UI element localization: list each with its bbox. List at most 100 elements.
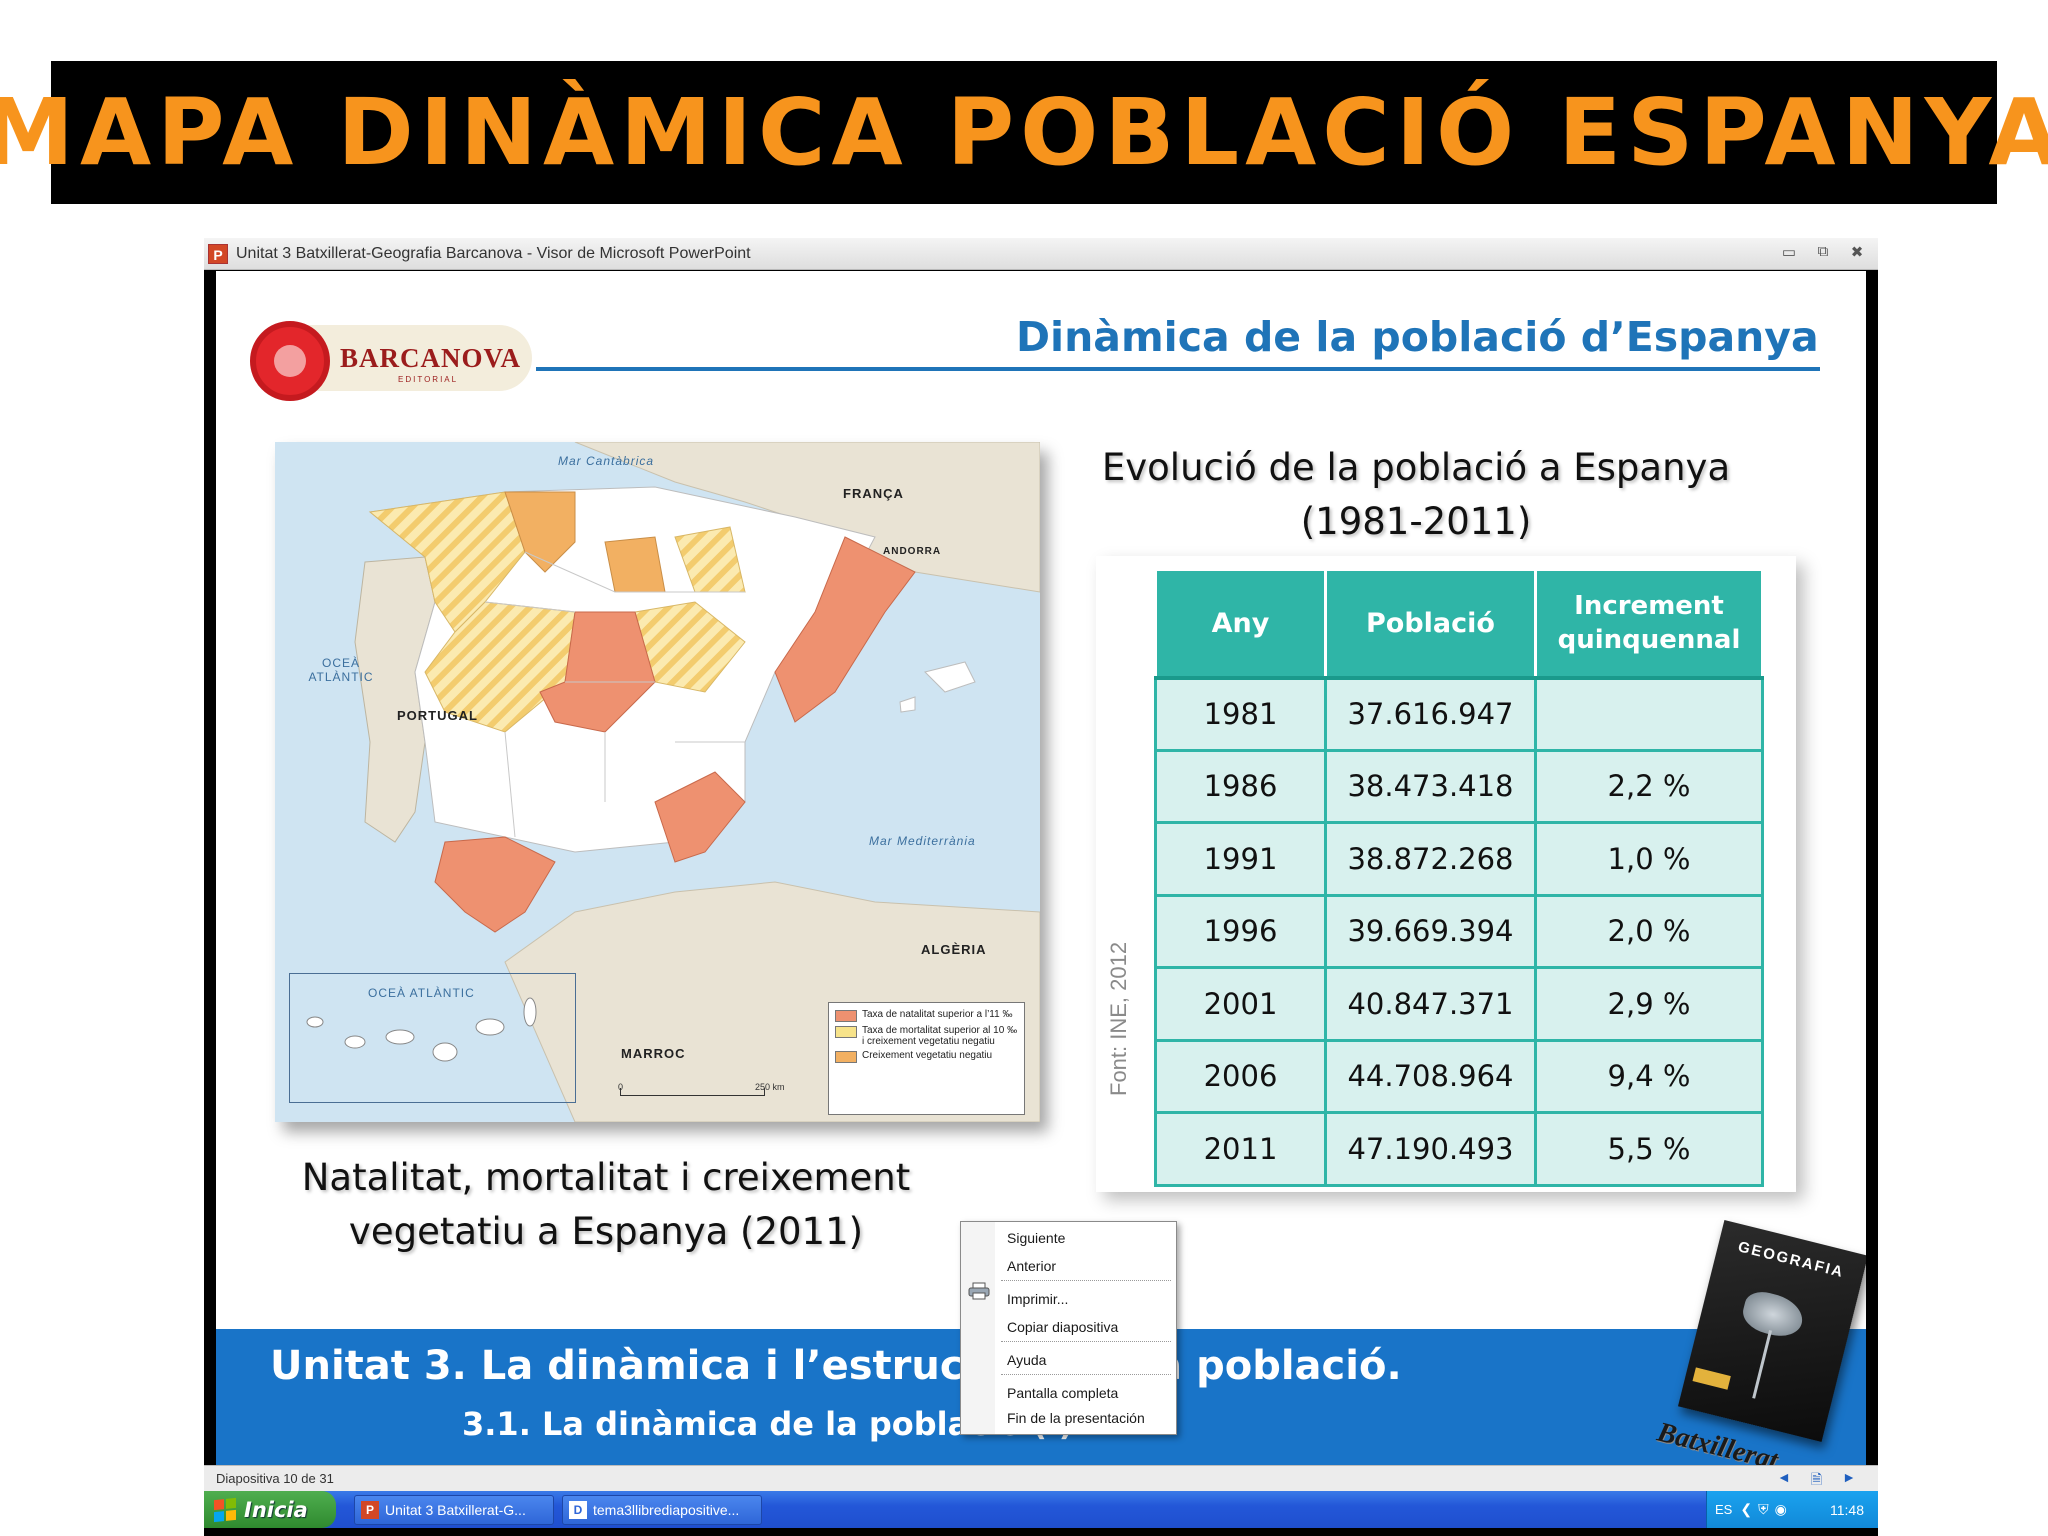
country-label-algeria: ALGÈRIA (921, 942, 987, 957)
country-label-france: FRANÇA (843, 486, 904, 501)
cell-year: 2006 (1154, 1038, 1327, 1114)
menu-item-next[interactable]: Siguiente (1007, 1230, 1066, 1246)
taskbar-item-document[interactable]: D tema3llibrediapositive... (562, 1495, 762, 1525)
start-label: Inicia (244, 1497, 308, 1522)
cell-year: 2011 (1154, 1111, 1327, 1187)
population-table-panel: Font: INE, 2012 Any Població Increment q… (1096, 556, 1796, 1192)
cell-year: 1981 (1154, 676, 1327, 752)
slide-canvas[interactable]: BARCANOVA EDITORIAL Dinàmica de la pobla… (216, 271, 1866, 1465)
barcanova-logo: BARCANOVA EDITORIAL (250, 313, 532, 409)
cell-population: 38.872.268 (1324, 821, 1537, 897)
powerpoint-app-icon: P (208, 243, 228, 264)
table-row: 2006 44.708.964 9,4 % (1154, 1038, 1764, 1114)
next-icon[interactable]: ► (1842, 1469, 1856, 1485)
slide-context-menu: Siguiente Anterior Imprimir... Copiar di… (960, 1221, 1177, 1435)
table-row: 2011 47.190.493 5,5 % (1154, 1111, 1764, 1187)
viewer-status-bar: Diapositiva 10 de 31 ◄ 🗎 ► (204, 1465, 1878, 1491)
map-graphic (306, 442, 1040, 1122)
map-scale-bar (620, 1088, 765, 1096)
taskbar-item-label: Unitat 3 Batxillerat-G... (385, 1502, 526, 1518)
system-tray: ES ❮ ⛨ ◉ 11:48 (1706, 1491, 1878, 1528)
scale-end-label: 250 km (755, 1082, 785, 1092)
country-label-andorra: ANDORRA (883, 546, 942, 557)
canary-islands-inset: OCEÀ ATLÀNTIC (289, 973, 576, 1103)
language-indicator[interactable]: ES (1715, 1502, 1733, 1517)
title-divider (536, 367, 1820, 371)
notes-icon[interactable]: 🗎 (1810, 1471, 1823, 1487)
menu-item-help[interactable]: Ayuda (1007, 1352, 1047, 1368)
table-row: 1981 37.616.947 (1154, 676, 1764, 752)
cell-increment: 9,4 % (1534, 1038, 1764, 1114)
cell-population: 39.669.394 (1324, 893, 1537, 969)
book-illustration-icon (1739, 1287, 1807, 1342)
country-label-portugal: PORTUGAL (397, 708, 478, 723)
start-button[interactable]: Inicia (204, 1491, 336, 1528)
table-header-year: Any (1154, 568, 1327, 680)
menu-item-end-show[interactable]: Fin de la presentación (1007, 1410, 1145, 1426)
window-titlebar[interactable]: P Unitat 3 Batxillerat-Geografia Barcano… (204, 238, 1878, 270)
slide-title: Dinàmica de la població d’Espanya (1016, 313, 1819, 361)
table-row: 1986 38.473.418 2,2 % (1154, 748, 1764, 824)
legend-label: Taxa de mortalitat superior al 10 ‰ i cr… (862, 1025, 1018, 1047)
legend-swatch-negative-growth (835, 1051, 857, 1063)
legend-item: Taxa de mortalitat superior al 10 ‰ i cr… (835, 1025, 1018, 1047)
powerpoint-viewer-window: P Unitat 3 Batxillerat-Geografia Barcano… (204, 238, 1878, 1536)
logo-text: BARCANOVA (340, 343, 522, 373)
restore-icon[interactable]: ⧉ (1817, 243, 1829, 260)
previous-icon[interactable]: ◄ (1777, 1469, 1791, 1485)
cell-population: 44.708.964 (1324, 1038, 1537, 1114)
table-source-note: Font: INE, 2012 (1106, 941, 1131, 1096)
table-caption-line2: (1981-2011) (1300, 500, 1532, 543)
legend-label: Taxa de natalitat superior a l’11 ‰ (862, 1009, 1013, 1020)
cell-year: 1991 (1154, 821, 1327, 897)
sea-label-cantabrian: Mar Cantàbrica (558, 454, 655, 468)
powerpoint-icon: P (361, 1501, 379, 1519)
cell-population: 37.616.947 (1324, 676, 1537, 752)
legend-swatch-natality (835, 1010, 857, 1022)
cell-increment: 2,0 % (1534, 893, 1764, 969)
legend-item: Creixement vegetatiu negatiu (835, 1050, 1018, 1063)
cell-increment: 1,0 % (1534, 821, 1764, 897)
cell-population: 38.473.418 (1324, 748, 1537, 824)
window-title: Unitat 3 Batxillerat-Geografia Barcanova… (236, 244, 751, 262)
table-caption-line1: Evolució de la població a Espanya (1101, 446, 1731, 489)
table-row: 1991 38.872.268 1,0 % (1154, 821, 1764, 897)
minimize-icon[interactable]: ▭ (1781, 244, 1797, 261)
cell-increment: 2,9 % (1534, 966, 1764, 1042)
document-icon: D (569, 1501, 587, 1519)
table-row: 2001 40.847.371 2,9 % (1154, 966, 1764, 1042)
unit-title: Unitat 3. La dinàmica i l’estructura de … (270, 1343, 1402, 1389)
menu-separator (1001, 1280, 1171, 1281)
back-arrow-tray-icon[interactable]: ❮ (1740, 1501, 1753, 1517)
map-legend: Taxa de natalitat superior a l’11 ‰ Taxa… (828, 1002, 1025, 1115)
windows-logo-icon (214, 1497, 236, 1522)
sea-label-mediterranean: Mar Mediterrània (869, 834, 976, 848)
close-icon[interactable]: ✖ (1850, 244, 1864, 261)
cell-population: 47.190.493 (1324, 1111, 1537, 1187)
table-header-increment: Increment quinquennal (1534, 568, 1764, 680)
taskbar-clock[interactable]: 11:48 (1830, 1501, 1864, 1518)
slide-counter: Diapositiva 10 de 31 (216, 1471, 334, 1486)
menu-item-fullscreen[interactable]: Pantalla completa (1007, 1385, 1119, 1401)
printer-icon (968, 1282, 990, 1300)
cell-increment: 5,5 % (1534, 1111, 1764, 1187)
cell-year: 2001 (1154, 966, 1327, 1042)
menu-item-copy-slide[interactable]: Copiar diapositiva (1007, 1319, 1119, 1335)
cell-increment (1534, 676, 1764, 752)
taskbar-item-label: tema3llibrediapositive... (593, 1502, 740, 1518)
legend-swatch-mortality (835, 1026, 857, 1038)
network-tray-icon[interactable]: ◉ (1774, 1501, 1787, 1517)
table-header-population: Població (1324, 568, 1537, 680)
population-table: Any Població Increment quinquennal 1981 3… (1154, 568, 1764, 1187)
taskbar-item-powerpoint[interactable]: P Unitat 3 Batxillerat-G... (354, 1495, 554, 1525)
table-row: 1996 39.669.394 2,0 % (1154, 893, 1764, 969)
top-banner: MAPA DINÀMICA POBLACIÓ ESPANYA (0, 61, 2048, 204)
sea-label-canary-atlantic: OCEÀ ATLÀNTIC (368, 986, 475, 1000)
cell-population: 40.847.371 (1324, 966, 1537, 1042)
cell-year: 1986 (1154, 748, 1327, 824)
cell-year: 1996 (1154, 893, 1327, 969)
logo-subtext: EDITORIAL (398, 375, 459, 384)
menu-item-previous[interactable]: Anterior (1007, 1258, 1057, 1274)
shield-tray-icon[interactable]: ⛨ (1758, 1501, 1769, 1517)
menu-item-print[interactable]: Imprimir... (1007, 1291, 1069, 1307)
